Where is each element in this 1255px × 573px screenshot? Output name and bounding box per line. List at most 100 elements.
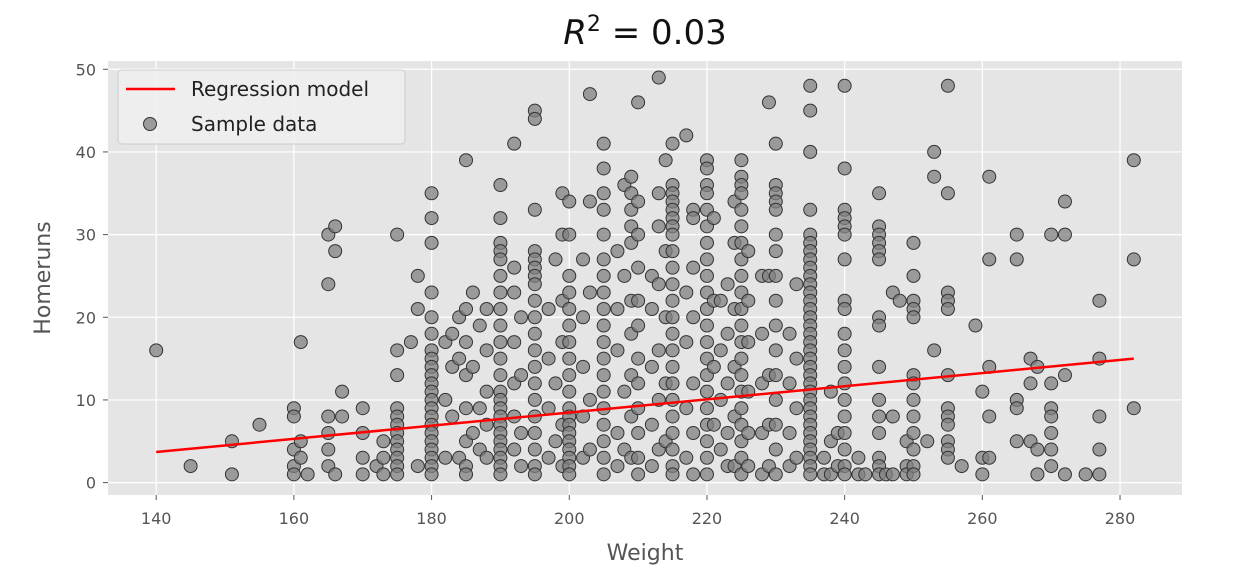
data-point [459,335,473,350]
data-point [665,260,680,275]
data-point [755,326,770,341]
data-point [768,343,783,358]
data-point [686,211,701,226]
data-point [837,392,852,407]
data-point [741,426,756,440]
data-point [582,194,597,209]
data-point [699,467,714,482]
data-point [699,384,714,399]
data-point [527,343,542,358]
data-point [224,467,239,482]
data-point [1009,401,1024,416]
data-point [527,467,542,482]
data-point [768,467,783,482]
data-point [438,450,453,465]
data-point [631,293,646,308]
data-point [596,351,611,366]
data-point [576,359,591,374]
data-point [927,343,942,358]
data-point [631,450,646,465]
data-point [527,326,542,341]
data-point [1023,376,1038,391]
data-point [789,401,804,416]
data-point [679,285,694,300]
legend-marker-swatch [143,117,157,131]
data-point [631,467,646,482]
data-point [617,384,632,399]
data-point [720,277,735,292]
y-tick-label: 20 [76,308,96,327]
data-point [424,285,439,300]
data-point [837,326,852,341]
data-point [596,384,611,399]
data-point [424,310,439,325]
data-point [872,409,887,424]
data-point [720,426,735,440]
data-point [596,202,611,217]
data-point [734,202,749,217]
x-axis-ticks: 140 160 180 200 220 240 260 280 [141,495,1135,528]
data-point [651,70,666,85]
data-point [514,426,529,440]
data-point [376,434,391,449]
data-point [665,277,680,292]
data-point [493,351,508,366]
data-point [493,302,508,316]
data-point [768,318,783,333]
data-point [982,450,997,465]
data-point [665,442,680,457]
data-point [149,343,164,358]
data-point [355,450,370,465]
data-point [631,426,646,440]
data-point [734,351,749,366]
data-point [803,202,818,217]
data-point [479,302,494,316]
data-point [183,459,198,474]
y-axis-ticks: 0 10 20 30 40 50 [76,60,108,493]
data-point [768,442,783,457]
legend-entry-sample: Sample data [191,112,317,136]
data-point [472,401,487,416]
data-point [927,169,942,184]
data-point [582,442,597,457]
x-tick-label: 200 [554,509,585,528]
data-point [410,302,425,316]
data-point [328,219,343,234]
data-point [582,285,597,300]
data-point [1092,467,1107,482]
data-point [596,186,611,201]
data-point [789,351,804,366]
data-point [424,467,439,482]
data-point [1009,252,1024,267]
data-point [424,326,439,341]
data-point [576,252,591,267]
data-point [596,368,611,383]
data-point [596,318,611,333]
data-point [1044,409,1059,424]
data-point [713,392,728,407]
data-point [390,343,405,358]
data-point [610,244,625,259]
data-point [335,384,350,399]
data-point [541,401,556,416]
data-point [665,392,680,407]
data-point [631,401,646,416]
data-point [906,310,921,325]
data-point [713,293,728,308]
data-point [424,211,439,226]
data-point [1092,442,1107,457]
data-point [734,401,749,416]
data-point [596,136,611,151]
x-axis-label: Weight [607,541,684,566]
data-point [885,409,900,424]
data-point [321,277,336,292]
data-point [493,335,508,350]
data-point [665,426,680,440]
data-point [410,459,425,474]
data-point [527,442,542,457]
grid-lines [108,61,1182,495]
data-point [582,87,597,102]
data-point [741,459,756,474]
data-point [596,227,611,242]
data-point [631,227,646,242]
